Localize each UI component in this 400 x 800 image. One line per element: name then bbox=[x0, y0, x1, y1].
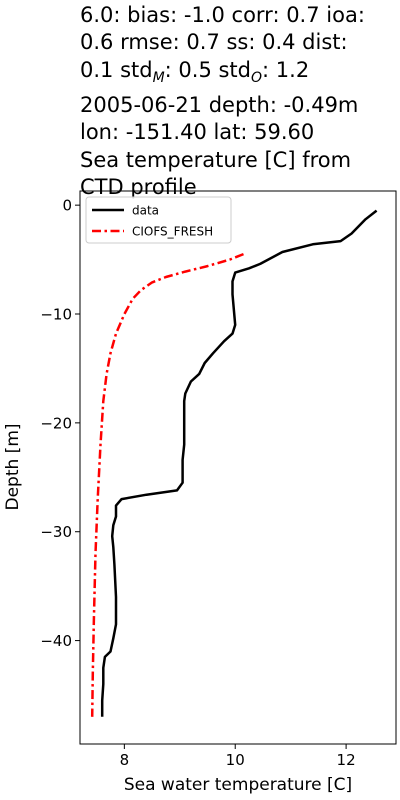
series-line-ciofs-fresh bbox=[90, 252, 244, 717]
title-line: 0.6 rmse: 0.7 ss: 0.4 dist: bbox=[80, 30, 348, 55]
chart-title: 6.0: bias: -1.0 corr: 0.7 ioa: 0.6 rmse:… bbox=[80, 2, 398, 201]
title-line-part: : 0.5 std bbox=[164, 57, 251, 82]
y-tick-label: −20 bbox=[40, 414, 72, 432]
legend-label-data: data bbox=[132, 204, 159, 218]
x-tick-label: 10 bbox=[226, 751, 245, 769]
legend-label-ciofs-fresh: CIOFS_FRESH bbox=[132, 225, 213, 239]
legend: data CIOFS_FRESH bbox=[85, 196, 232, 244]
title-subscript: M bbox=[152, 69, 165, 86]
title-line: CTD profile bbox=[80, 174, 197, 199]
title-subscript: O bbox=[251, 69, 263, 86]
y-tick-label: −40 bbox=[40, 632, 72, 650]
y-tick-label: −30 bbox=[40, 523, 72, 541]
x-axis-label: Sea water temperature [C] bbox=[124, 775, 352, 795]
series-layer bbox=[90, 209, 378, 717]
title-line: 0.1 std bbox=[80, 57, 153, 82]
series-line-data bbox=[100, 209, 378, 717]
x-tick-label: 8 bbox=[120, 751, 130, 769]
y-tick-label: −10 bbox=[40, 306, 72, 324]
title-line: Sea temperature [C] from bbox=[80, 147, 352, 172]
ticks-layer: 8 10 12 0 −10 −20 −30 −40 bbox=[40, 197, 355, 769]
legend-box bbox=[85, 196, 232, 244]
title-line: lon: -151.40 lat: 59.60 bbox=[80, 120, 315, 145]
x-tick-label: 12 bbox=[337, 751, 356, 769]
title-line: 6.0: bias: -1.0 corr: 0.7 ioa: bbox=[80, 3, 365, 27]
y-axis-label: Depth [m] bbox=[3, 423, 23, 510]
y-tick-label: 0 bbox=[62, 197, 72, 215]
title-line-part: : 1.2 bbox=[262, 57, 310, 82]
title-line: 2005-06-21 depth: -0.49m bbox=[80, 93, 359, 118]
plot-frame bbox=[79, 190, 397, 745]
